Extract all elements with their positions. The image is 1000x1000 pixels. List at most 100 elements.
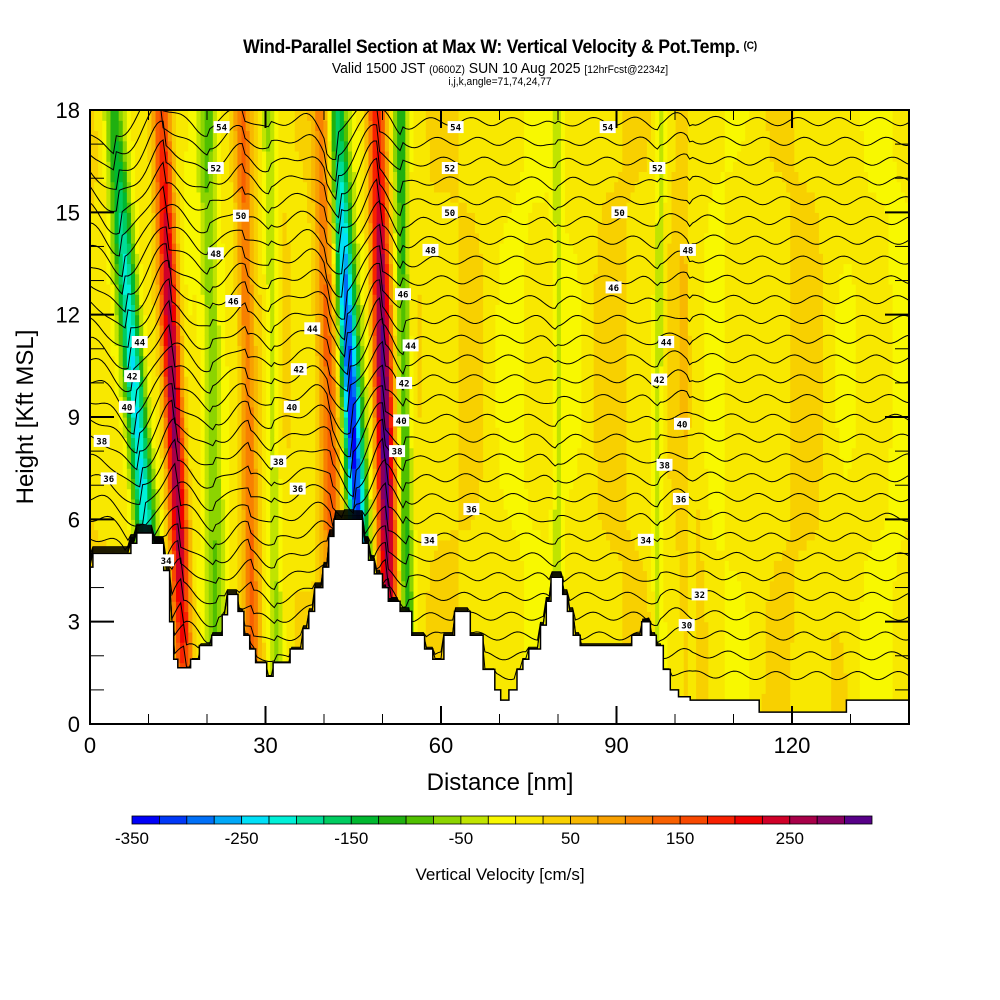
field-cell: [135, 263, 140, 275]
field-cell: [425, 376, 431, 387]
field-cell: [311, 345, 316, 357]
field-cell: [175, 376, 181, 387]
field-cell: [364, 529, 370, 541]
field-cell: [253, 232, 259, 244]
field-cell: [204, 263, 210, 275]
field-cell: [245, 580, 251, 592]
field-cell: [102, 253, 107, 265]
field-cell: [384, 253, 390, 265]
field-cell: [188, 294, 193, 306]
field-cell: [298, 611, 304, 623]
field-cell: [237, 386, 243, 398]
field-cell: [298, 601, 304, 613]
field-cell: [413, 263, 419, 275]
field-cell: [163, 263, 169, 275]
field-cell: [421, 519, 427, 531]
field-cell: [343, 365, 349, 377]
field-cell: [360, 263, 365, 275]
field-cell: [425, 345, 431, 357]
field-cell: [114, 191, 120, 203]
copyright-mark: (C): [743, 40, 758, 52]
field-cell: [216, 539, 222, 551]
field-cell: [143, 110, 148, 121]
field-cell: [233, 150, 239, 162]
field-cell: [229, 263, 234, 275]
field-cell: [94, 386, 99, 398]
field-cell: [204, 212, 210, 224]
field-cell: [241, 570, 247, 582]
field-cell: [192, 110, 198, 121]
field-cell: [114, 488, 120, 500]
field-cell: [368, 335, 374, 346]
field-cell: [266, 335, 271, 346]
field-cell: [393, 314, 398, 326]
field-cell: [368, 498, 374, 510]
field-cell: [425, 509, 431, 520]
field-cell: [184, 140, 189, 152]
field-cell: [245, 294, 251, 306]
field-cell: [122, 478, 128, 490]
field-cell: [110, 417, 116, 428]
field-cell: [270, 570, 275, 582]
field-cell: [200, 417, 206, 428]
field-cell: [315, 335, 320, 346]
field-cell: [294, 273, 300, 285]
field-cell: [294, 601, 300, 613]
field-cell: [249, 498, 255, 510]
field-cell: [274, 488, 279, 500]
field-cell: [94, 335, 99, 346]
field-cell: [130, 110, 136, 121]
field-cell: [401, 232, 406, 244]
field-cell: [122, 273, 128, 285]
field-cell: [208, 263, 214, 275]
field-cell: [388, 222, 394, 234]
field-cell: [409, 580, 415, 592]
field-cell: [413, 427, 419, 439]
field-cell: [122, 222, 128, 234]
field-cell: [257, 283, 263, 295]
field-cell: [368, 468, 374, 479]
field-cell: [388, 181, 394, 193]
field-cell: [245, 447, 251, 459]
field-cell: [286, 253, 292, 265]
field-cell: [204, 621, 210, 633]
field-cell: [266, 468, 271, 479]
field-cell: [237, 457, 243, 469]
field-cell: [421, 181, 427, 193]
field-cell: [102, 222, 107, 234]
field-cell: [171, 437, 177, 449]
field-cell: [216, 386, 222, 398]
field-cell: [212, 621, 218, 633]
field-cell: [376, 355, 382, 367]
field-cell: [130, 202, 136, 213]
field-cell: [94, 140, 99, 152]
field-cell: [184, 171, 189, 183]
chart-subtitle: Valid 1500 JST (0600Z) SUN 10 Aug 2025 […: [35, 60, 965, 77]
field-cell: [425, 202, 431, 213]
field-cell: [331, 253, 337, 265]
field-cell: [147, 294, 153, 306]
field-cell: [167, 519, 173, 531]
field-cell: [323, 345, 329, 357]
field-cell: [409, 304, 415, 316]
field-cell: [417, 314, 423, 326]
field-cell: [188, 355, 193, 367]
field-cell: [200, 437, 206, 449]
field-cell: [409, 560, 415, 572]
field-cell: [270, 631, 275, 643]
field-cell: [421, 365, 427, 377]
field-cell: [421, 478, 427, 490]
field-cell: [368, 212, 374, 224]
field-cell: [110, 243, 116, 254]
field-cell: [347, 150, 353, 162]
field-cell: [159, 304, 165, 316]
field-cell: [352, 396, 357, 408]
field-cell: [331, 130, 337, 142]
field-cell: [106, 222, 112, 234]
field-cell: [114, 314, 120, 326]
field-cell: [147, 191, 153, 203]
field-cell: [126, 437, 132, 449]
field-cell: [372, 253, 378, 265]
field-cell: [347, 212, 353, 224]
field-cell: [90, 222, 95, 234]
